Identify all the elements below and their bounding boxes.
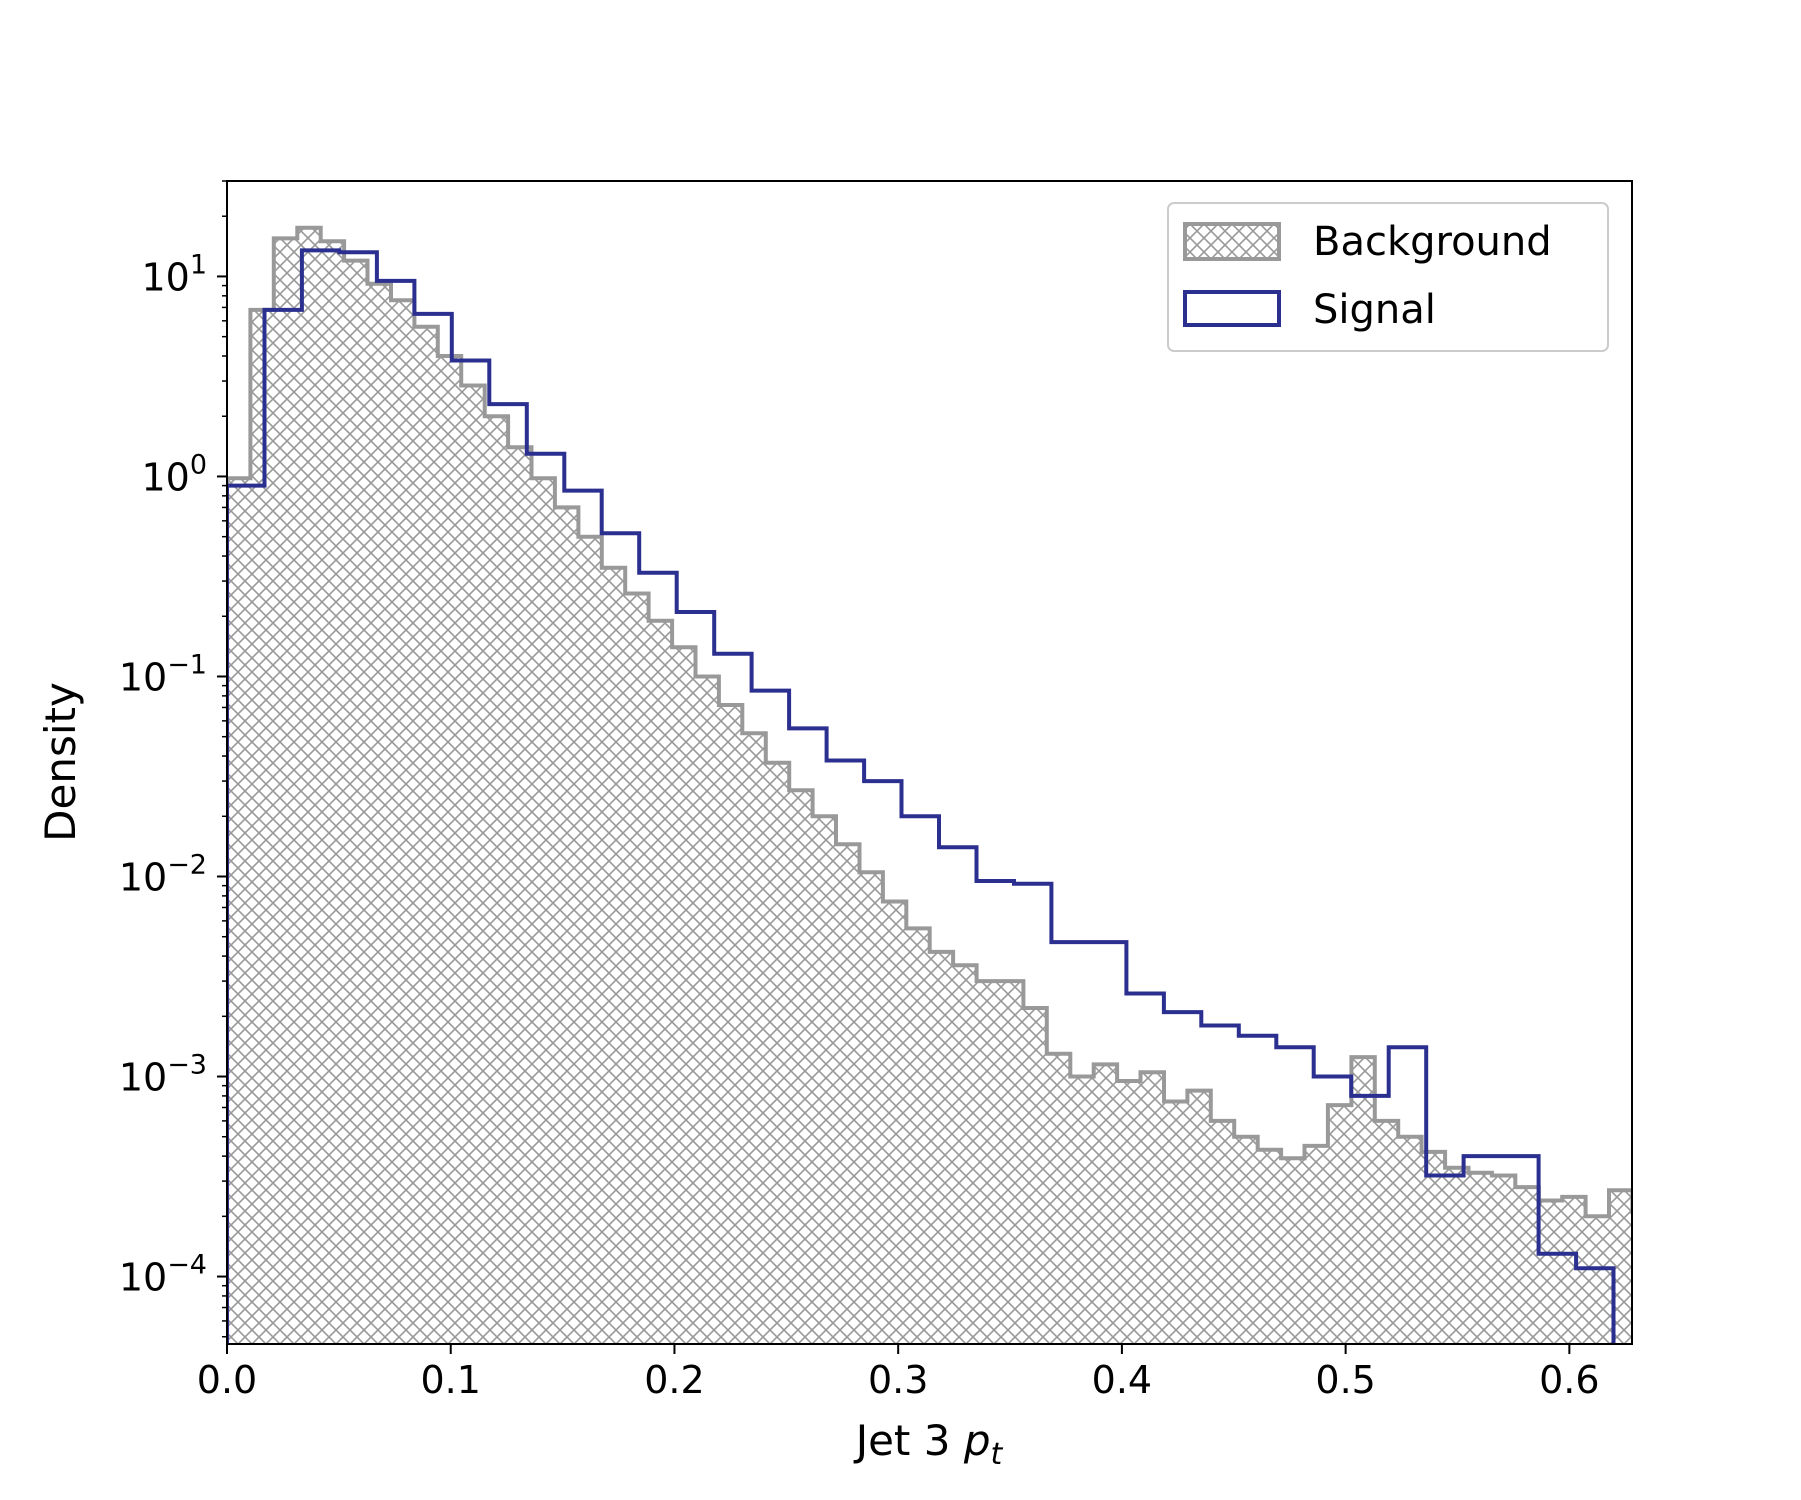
y-tick-label: 100 [141,449,207,499]
y-tick-label: 10−1 [119,649,207,699]
y-tick-label: 10−4 [119,1250,207,1300]
y-tick-label: 10−2 [119,850,207,900]
plot-frame [226,180,1633,1345]
y-axis-label: Density [36,682,85,842]
y-tick-label: 10−3 [119,1050,207,1100]
bin-background-61 [1656,1230,1679,1344]
legend-label-signal: Signal [1313,287,1436,333]
x-axis-label: Jet 3 pt [853,1416,1004,1472]
x-tick-label: 0.4 [1092,1358,1152,1402]
x-axis: 0.0 0.1 0.2 0.3 0.4 0.5 0.6 [197,1344,1600,1402]
x-tick-label: 0.5 [1315,1358,1375,1402]
series-background-histogram [227,225,1632,1344]
y-axis: 101 100 10−1 10−2 10−3 10−4 [119,180,227,1338]
legend: Background Signal [1167,202,1609,352]
x-tick-label: 0.1 [421,1358,481,1402]
x-tick-label: 0.0 [197,1358,257,1402]
x-tick-label: 0.6 [1539,1358,1599,1402]
x-tick-label: 0.3 [868,1358,928,1402]
legend-swatch-background [1183,222,1281,261]
y-tick-label: 101 [141,249,207,299]
bin-background-60 [1632,1212,1655,1344]
legend-swatch-signal [1183,290,1281,327]
series-signal-histogram [227,248,1616,1344]
legend-label-background: Background [1313,219,1552,265]
x-tick-label: 0.2 [644,1358,704,1402]
